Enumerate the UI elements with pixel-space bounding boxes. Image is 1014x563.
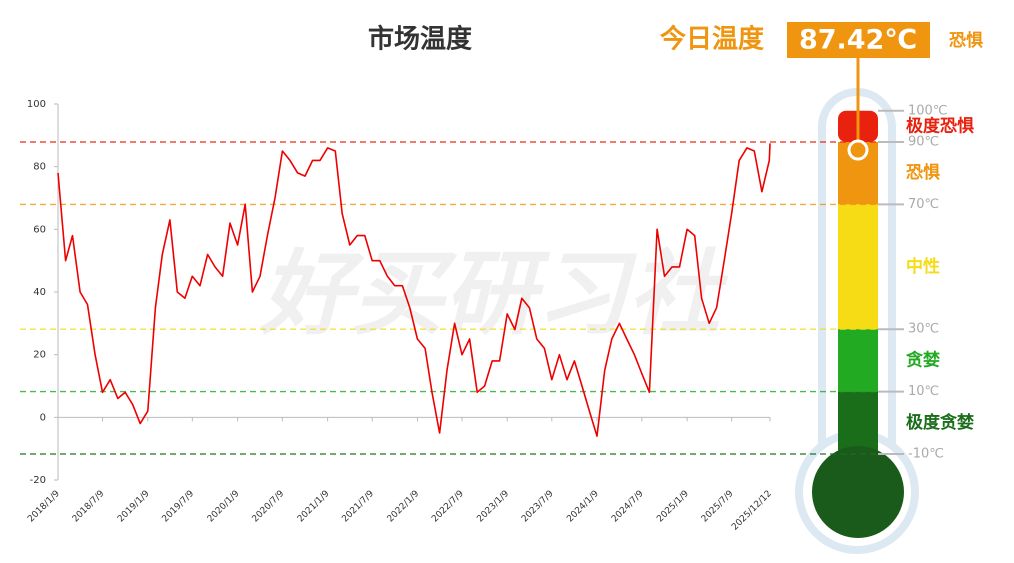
x-tick-label: 2022/1/9 xyxy=(386,489,422,525)
zone xyxy=(838,204,878,330)
x-tick-label: 2024/1/9 xyxy=(565,489,601,525)
x-tick-label: 2023/7/9 xyxy=(520,489,556,525)
x-tick-label: 2019/1/9 xyxy=(116,489,152,525)
zone-label: 中性 xyxy=(906,256,940,277)
x-tick-label: 2018/7/9 xyxy=(71,489,107,525)
today-status: 恐惧 xyxy=(949,31,983,51)
thermo-tick-label: 70℃ xyxy=(908,197,939,212)
today-value: 87.42℃ xyxy=(799,25,917,56)
thermometer-bulb xyxy=(812,446,904,538)
zone-label: 恐惧 xyxy=(906,163,940,183)
y-tick-label: 0 xyxy=(40,412,46,423)
y-tick-label: 100 xyxy=(27,99,46,110)
zone xyxy=(838,391,878,454)
watermark: 好买研习社 xyxy=(259,240,729,347)
x-tick-label: 2023/1/9 xyxy=(475,489,511,525)
x-tick-label: 2018/1/9 xyxy=(26,489,62,525)
y-tick-label: 20 xyxy=(33,350,46,361)
zone-label: 贪婪 xyxy=(905,349,940,370)
x-tick-label: 2019/7/9 xyxy=(161,489,197,525)
x-tick-label: 2025/12/12 xyxy=(730,489,774,533)
x-tick-label: 2025/1/9 xyxy=(655,489,691,525)
today-heading: 今日温度 xyxy=(660,24,764,55)
x-tick-label: 2021/7/9 xyxy=(340,489,376,525)
y-tick-label: 40 xyxy=(33,287,46,298)
x-tick-label: 2020/7/9 xyxy=(251,489,287,525)
x-tick-label: 2020/1/9 xyxy=(206,489,242,525)
thermo-tick-label: 100℃ xyxy=(908,103,947,118)
line xyxy=(57,143,771,437)
y-tick-label: 80 xyxy=(33,162,46,173)
x-tick-label: 2024/7/9 xyxy=(610,489,646,525)
x-tick-label: 2021/1/9 xyxy=(296,489,332,525)
y-tick-label: 60 xyxy=(33,224,46,235)
x-tick-label: 2022/7/9 xyxy=(430,489,466,525)
zone-label: 极度贪婪 xyxy=(906,412,974,433)
thermo-tick-label: 90℃ xyxy=(908,135,939,150)
today-marker xyxy=(847,139,869,161)
thermo-tick-label: -10℃ xyxy=(908,447,944,462)
thermo-tick-label: 10℃ xyxy=(908,384,939,399)
value-box xyxy=(787,22,930,58)
zone xyxy=(838,329,878,392)
zone-label: 极度恐惧 xyxy=(906,115,974,136)
chart-title: 市场温度 xyxy=(368,24,472,55)
thermo-tick-label: 30℃ xyxy=(908,322,939,337)
x-tick-label: 2025/7/9 xyxy=(700,489,736,525)
y-tick-label: -20 xyxy=(30,475,46,486)
